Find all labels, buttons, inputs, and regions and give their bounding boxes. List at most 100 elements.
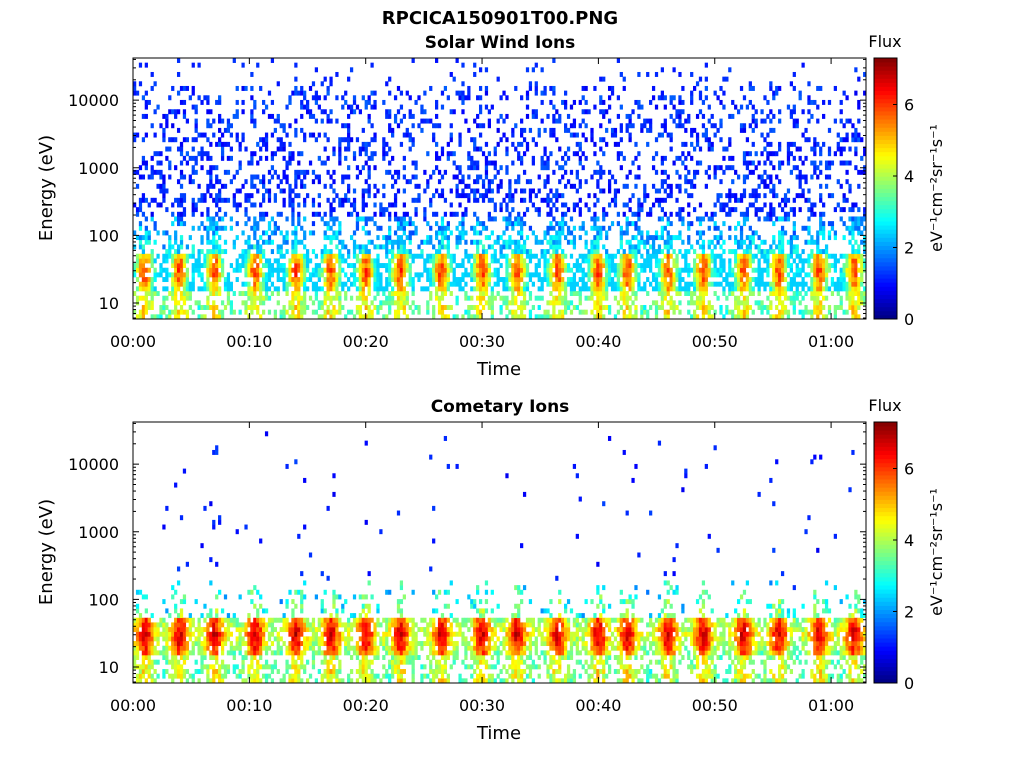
heatmap-cell xyxy=(813,165,817,171)
heatmap-cell xyxy=(522,267,527,273)
heatmap-cell xyxy=(358,267,362,273)
heatmap-cell xyxy=(314,118,319,124)
heatmap-cell xyxy=(736,239,741,245)
heatmap-cell xyxy=(212,314,216,320)
heatmap-cell xyxy=(795,281,799,287)
heatmap-cell xyxy=(564,90,568,96)
heatmap-cell xyxy=(649,235,653,241)
heatmap-cell xyxy=(772,151,776,157)
heatmap-cell xyxy=(352,207,357,213)
heatmap-cell xyxy=(748,244,752,250)
heatmap-cell xyxy=(212,309,216,315)
heatmap-cell xyxy=(605,235,609,241)
heatmap-cell xyxy=(719,267,723,273)
heatmap-cell xyxy=(663,95,667,101)
heatmap-cell xyxy=(695,137,700,143)
heatmap-cell xyxy=(848,225,852,231)
heatmap-cell xyxy=(643,309,647,315)
heatmap-cell xyxy=(654,137,659,143)
heatmap-cell xyxy=(625,127,629,133)
heatmap-cell xyxy=(305,99,310,105)
heatmap-cell xyxy=(285,179,289,185)
heatmap-cell xyxy=(578,295,582,301)
heatmap-cell xyxy=(851,281,855,287)
heatmap-cell xyxy=(399,90,404,96)
heatmap-cell xyxy=(367,216,371,222)
heatmap-cell xyxy=(863,90,867,96)
heatmap-cell xyxy=(572,123,577,129)
heatmap-cell xyxy=(493,239,497,245)
heatmap-cell xyxy=(505,202,509,208)
heatmap-cell xyxy=(525,207,530,213)
heatmap-cell xyxy=(452,272,456,278)
heatmap-cell xyxy=(716,253,720,259)
heatmap-cell xyxy=(593,235,597,241)
heatmap-cell xyxy=(138,165,143,171)
heatmap-cell xyxy=(361,188,365,194)
heatmap-cell xyxy=(209,165,213,171)
heatmap-cell xyxy=(596,169,600,175)
heatmap-cell xyxy=(382,263,386,269)
heatmap-cell xyxy=(546,314,550,320)
heatmap-cell xyxy=(596,314,600,320)
heatmap-cell xyxy=(766,211,770,217)
heatmap-cell xyxy=(622,155,626,161)
heatmap-cell xyxy=(631,253,635,259)
heatmap-cell xyxy=(396,235,401,241)
heatmap-cell xyxy=(678,188,682,194)
heatmap-cell xyxy=(174,295,178,301)
heatmap-cell xyxy=(285,174,289,180)
heatmap-cell xyxy=(159,151,163,157)
heatmap-cell xyxy=(338,272,342,278)
heatmap-cell xyxy=(575,188,579,194)
heatmap-cell xyxy=(141,277,146,283)
heatmap-cell xyxy=(294,90,298,96)
heatmap-cell xyxy=(247,286,251,292)
heatmap-cell xyxy=(525,249,530,255)
heatmap-cell xyxy=(435,258,439,264)
heatmap-cell xyxy=(197,314,201,320)
heatmap-cell xyxy=(493,202,497,208)
heatmap-cell xyxy=(813,295,817,301)
heatmap-cell xyxy=(581,281,585,287)
heatmap-cell xyxy=(499,165,503,171)
heatmap-cell xyxy=(138,81,143,87)
heatmap-cell xyxy=(552,225,556,231)
heatmap-cell xyxy=(593,169,597,175)
heatmap-cell xyxy=(235,202,239,208)
heatmap-cell xyxy=(678,174,682,180)
heatmap-cell xyxy=(259,146,263,152)
heatmap-cell xyxy=(411,309,415,315)
heatmap-cell xyxy=(520,132,524,138)
heatmap-cell xyxy=(599,123,603,129)
heatmap-cell xyxy=(405,295,409,301)
heatmap-cell xyxy=(669,146,673,152)
heatmap-cell xyxy=(347,183,351,189)
heatmap-cell xyxy=(285,216,289,222)
heatmap-cell xyxy=(399,253,404,259)
heatmap-cell xyxy=(382,211,386,217)
heatmap-cell xyxy=(775,291,779,296)
heatmap-cell xyxy=(250,179,254,185)
heatmap-cell xyxy=(581,267,585,273)
heatmap-cell xyxy=(432,272,436,278)
heatmap-cell xyxy=(819,305,823,310)
heatmap-cell xyxy=(801,263,805,269)
heatmap-cell xyxy=(681,123,685,129)
heatmap-cell xyxy=(528,188,533,194)
heatmap-cell xyxy=(851,221,855,227)
heatmap-cell xyxy=(552,244,556,250)
heatmap-cell xyxy=(596,160,600,166)
heatmap-cell xyxy=(253,151,257,157)
heatmap-cell xyxy=(505,263,509,269)
heatmap-cell xyxy=(842,193,846,199)
heatmap-cell xyxy=(622,314,626,320)
heatmap-cell xyxy=(772,113,776,119)
heatmap-cell xyxy=(736,277,741,283)
heatmap-cell xyxy=(220,183,225,189)
heatmap-cell xyxy=(370,123,374,129)
heatmap-cell xyxy=(552,286,556,292)
heatmap-cell xyxy=(399,281,404,287)
heatmap-cell xyxy=(314,263,319,269)
heatmap-cell xyxy=(455,165,459,171)
